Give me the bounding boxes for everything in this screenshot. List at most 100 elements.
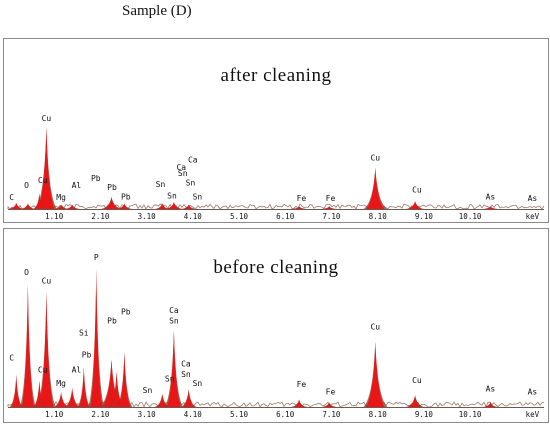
- spectrum-peak: [321, 206, 338, 209]
- peak-label: Cu: [38, 365, 48, 374]
- spectrum-peak: [19, 284, 36, 407]
- peak-label: Cu: [42, 114, 52, 123]
- x-tick-label: 9.10: [415, 410, 434, 419]
- peak-label: Si: [79, 328, 89, 337]
- spectrum-peak: [100, 197, 123, 209]
- spectrum-peak: [164, 330, 184, 407]
- x-tick-label: 10.10: [459, 212, 482, 221]
- peak-label: Cu: [42, 277, 52, 286]
- peak-label: As: [528, 388, 538, 397]
- x-tick-label: 8.10: [369, 410, 388, 419]
- spectrum-peak: [363, 167, 388, 209]
- after-cleaning-title: after cleaning: [220, 65, 332, 86]
- peak-label: Sn: [193, 192, 203, 201]
- spectrum-peak: [482, 402, 499, 407]
- peak-label: Ca: [181, 360, 191, 369]
- peak-label: Ca: [169, 306, 179, 315]
- x-tick-label: 2.10: [91, 410, 110, 419]
- peak-label: Ca: [176, 163, 186, 172]
- spectrum-peak: [180, 389, 197, 407]
- peak-label: Sn: [193, 379, 203, 388]
- x-tick-label: 6.10: [276, 410, 295, 419]
- peak-label: Sn: [169, 317, 179, 326]
- spectrum-peak: [363, 341, 388, 407]
- spectrum-peak: [405, 201, 425, 209]
- spectrum-peak: [99, 359, 124, 407]
- spectrum-peak: [180, 204, 197, 209]
- peak-label: As: [486, 385, 496, 394]
- spectrum-peak: [53, 204, 70, 209]
- spectrum-peak: [291, 206, 307, 209]
- spectrum-peak: [154, 203, 171, 209]
- x-tick-label: 2.10: [91, 212, 110, 221]
- peak-label: Pb: [91, 174, 101, 183]
- peak-label: O: [24, 268, 29, 277]
- peak-label: As: [528, 194, 538, 203]
- before-cleaning-panel: before cleaning C O Cu Cu Mg Al Si Pb P Pb Pb Sn Sn C…: [3, 228, 549, 423]
- spectrum-peak: [8, 203, 25, 209]
- x-tick-label: 10.10: [459, 410, 482, 419]
- x-axis-unit-label: keV: [526, 410, 540, 419]
- figure-title: Sample (D): [122, 3, 192, 19]
- x-tick-label: 1.10: [45, 410, 64, 419]
- spectrum-peak: [116, 203, 133, 209]
- peak-label: Sn: [181, 370, 191, 379]
- spectrum-peak: [88, 269, 105, 407]
- x-tick-label: 4.10: [184, 410, 203, 419]
- peak-label: Al: [72, 365, 82, 374]
- peak-label: Mg: [56, 379, 66, 388]
- peak-label: Sn: [178, 169, 188, 178]
- spectrum-peak: [64, 204, 81, 209]
- spectrum-peak: [108, 371, 125, 407]
- peak-label: Sn: [167, 191, 177, 200]
- peak-label: Cu: [370, 323, 380, 332]
- spectrum-peak: [32, 380, 46, 407]
- peak-label: Cu: [38, 176, 48, 185]
- peak-label: Fe: [297, 194, 307, 203]
- x-tick-label: 5.10: [230, 212, 249, 221]
- spectrum-peak: [77, 367, 91, 407]
- x-tick-label: 9.10: [415, 212, 434, 221]
- spectrum-peak: [321, 402, 338, 407]
- peak-label: Fe: [326, 388, 336, 397]
- before-cleaning-title: before cleaning: [213, 257, 339, 278]
- spectrum-peak: [164, 202, 184, 209]
- x-tick-label: 7.10: [322, 410, 341, 419]
- peak-label: Cu: [370, 154, 380, 163]
- peak-label: Pb: [107, 317, 117, 326]
- x-tick-label: 1.10: [45, 212, 64, 221]
- spectrum-peak: [32, 193, 46, 209]
- x-axis-unit-label: keV: [526, 212, 540, 221]
- peak-label: Cu: [412, 376, 422, 385]
- spectrum-peak: [116, 352, 133, 407]
- peak-label: Cu: [412, 185, 422, 194]
- peak-label: Fe: [326, 194, 336, 203]
- x-tick-label: 7.10: [322, 212, 341, 221]
- spectrum-peak: [9, 374, 23, 407]
- spectrum-peak: [37, 291, 56, 407]
- peak-label: Pb: [107, 183, 117, 192]
- peak-label: Pb: [121, 192, 131, 201]
- x-tick-label: 3.10: [138, 212, 157, 221]
- x-tick-label: 3.10: [138, 410, 157, 419]
- x-tick-label: 8.10: [369, 212, 388, 221]
- spectrum-peak: [482, 206, 499, 209]
- spectrum-peak: [64, 387, 81, 407]
- peak-label: O: [24, 181, 29, 190]
- spectrum-peak: [35, 127, 57, 209]
- x-tick-label: 4.10: [184, 212, 203, 221]
- peak-label: C: [9, 193, 14, 202]
- peak-label: Sn: [156, 180, 166, 189]
- peak-label: C: [9, 354, 14, 363]
- peak-label: P: [94, 253, 99, 262]
- spectrum-peak: [53, 392, 70, 407]
- spectrum-peak: [19, 203, 36, 209]
- peak-label: Al: [72, 181, 82, 190]
- peak-label: Mg: [56, 193, 66, 202]
- peak-label: Sn: [186, 179, 196, 188]
- peak-label: Ca: [188, 155, 198, 164]
- peak-label: Sn: [165, 374, 175, 383]
- peak-label: Pb: [82, 351, 92, 360]
